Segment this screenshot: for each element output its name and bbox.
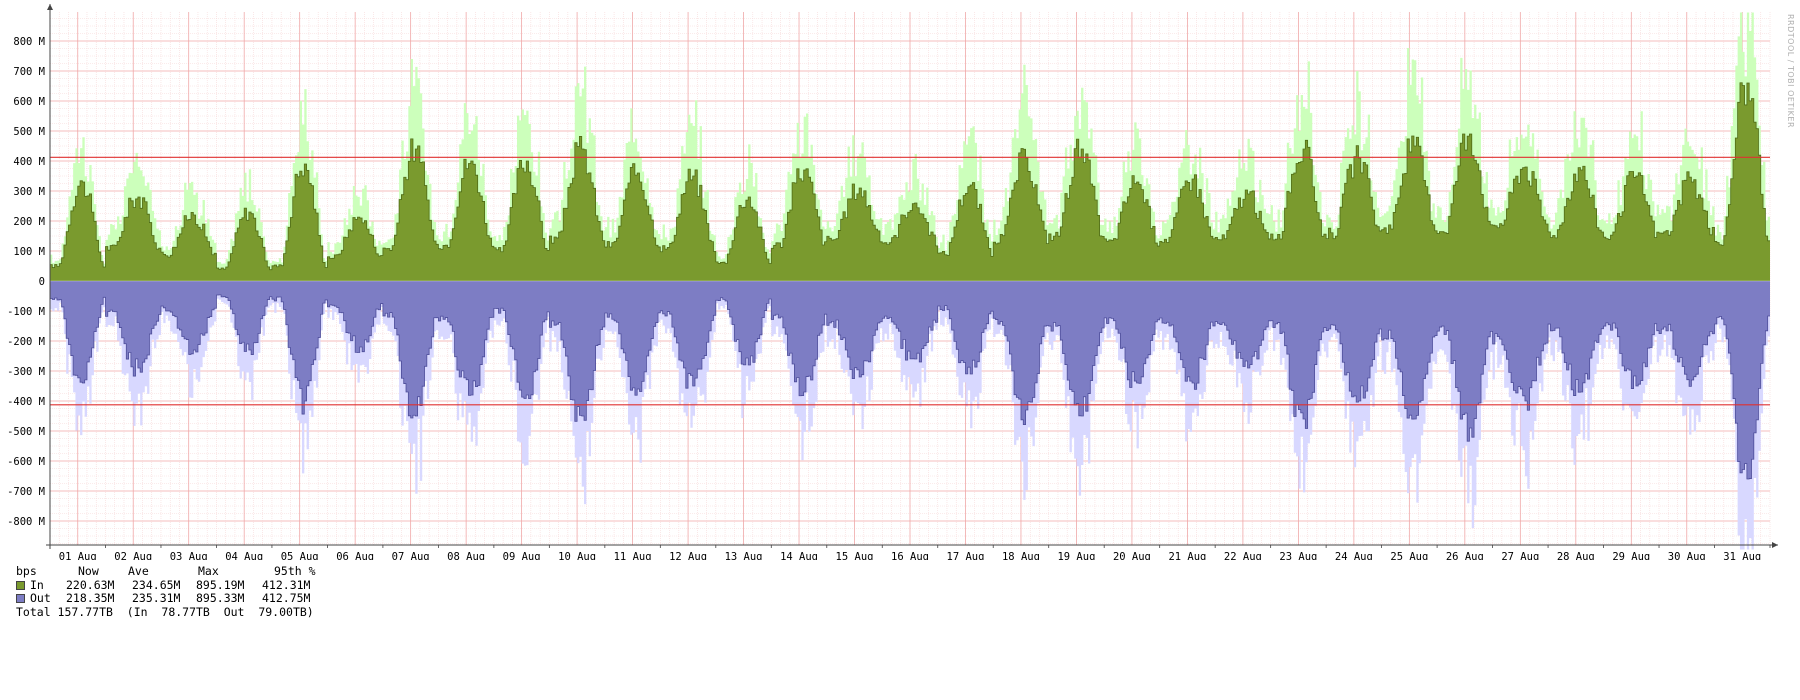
legend-in-max: 895.19M (196, 577, 245, 592)
x-tick-label: 28 Aug (1557, 551, 1595, 560)
x-tick-label: 13 Aug (725, 551, 763, 560)
x-tick-label: 16 Aug (891, 551, 929, 560)
legend-total: Total 157.77TB (In 78.77TB Out 79.00TB) (16, 604, 314, 619)
legend-in-row: In 220.63M 234.65M 895.19M 412.31M (16, 577, 310, 593)
rrdtool-watermark: RRDTOOL / TOBI OETIKER (1786, 14, 1795, 129)
y-tick-label: 100 M (13, 246, 45, 258)
legend-out-now: 218.35M (66, 591, 115, 605)
x-tick-label: 18 Aug (1002, 551, 1040, 560)
y-tick-label: -500 M (7, 426, 45, 438)
x-tick-label: 24 Aug (1335, 551, 1373, 560)
y-tick-label: -100 M (7, 306, 45, 318)
out-avg-series (50, 281, 1770, 479)
y-tick-label: -700 M (7, 486, 45, 498)
x-tick-label: 25 Aug (1390, 551, 1428, 560)
y-tick-label: -400 M (7, 396, 45, 408)
y-tick-label: 500 M (13, 126, 45, 138)
y-tick-label: 400 M (13, 156, 45, 168)
y-tick-label: -800 M (7, 516, 45, 528)
in-swatch (16, 580, 25, 590)
traffic-chart: 800 M 700 M 600 M 500 M 400 M 300 M 200 M 100 M… (7, 4, 1778, 560)
legend-in-ave: 234.65M (132, 577, 181, 592)
x-tick-label: 10 Aug (558, 551, 596, 560)
legend-ave-header: Ave (128, 564, 149, 578)
x-tick-label: 03 Aug (170, 551, 208, 560)
x-tick-label: 26 Aug (1446, 551, 1484, 560)
x-tick-label: 02 Aug (114, 551, 152, 560)
x-tick-label: 14 Aug (780, 551, 818, 560)
x-tick-label: 07 Aug (392, 551, 430, 560)
legend-out-label: Out (30, 591, 51, 605)
x-tick-label: 01 Aug (59, 551, 97, 560)
x-tick-label: 17 Aug (947, 551, 985, 560)
out-swatch (16, 594, 25, 603)
y-tick-label: -300 M (7, 366, 45, 378)
y-tick-label: 0 (39, 276, 45, 288)
legend-header-row: bps Now Ave Max 95th % (16, 564, 316, 579)
x-tick-label: 08 Aug (447, 551, 485, 560)
y-tick-labels: 800 M 700 M 600 M 500 M 400 M 300 M 200 M 100 M… (7, 36, 45, 528)
x-tick-label: 06 Aug (336, 551, 374, 560)
x-tick-label: 09 Aug (503, 551, 541, 560)
x-tick-label: 31 Aug (1723, 551, 1761, 560)
legend-p95-header: 95th % (274, 564, 316, 578)
y-axis-arrow (47, 4, 53, 10)
in-avg-series (50, 82, 1770, 281)
legend-in-p95: 412.31M (262, 577, 311, 592)
y-tick-label: 700 M (13, 66, 45, 78)
out-avg-area (50, 281, 1770, 480)
x-tick-label: 15 Aug (836, 551, 874, 560)
legend-in-label: In (30, 577, 44, 592)
x-tick-label: 29 Aug (1612, 551, 1650, 560)
x-tick-label: 12 Aug (669, 551, 707, 560)
percentile-lines (50, 156, 1770, 406)
y-tick-label: -600 M (7, 456, 45, 468)
axes (46, 4, 1778, 549)
in-avg-area (50, 82, 1770, 281)
legend-out-ave: 235.31M (132, 591, 181, 605)
x-tick-labels: 01 Aug 02 Aug 03 Aug 04 Aug 05 Aug 06 Aug 07 A… (59, 551, 1761, 560)
legend-now-header: Now (78, 564, 99, 578)
out-avg-outline (50, 294, 1770, 480)
x-tick-label: 27 Aug (1501, 551, 1539, 560)
y-tick-label: 200 M (13, 216, 45, 228)
x-tick-label: 20 Aug (1113, 551, 1151, 560)
legend-out-max: 895.33M (196, 591, 245, 605)
x-tick-label: 21 Aug (1168, 551, 1206, 560)
y-tick-label: 600 M (13, 96, 45, 108)
x-axis-arrow (1772, 542, 1778, 548)
in-avg-outline (50, 82, 1770, 271)
x-tick-label: 23 Aug (1279, 551, 1317, 560)
x-tick-label: 22 Aug (1224, 551, 1262, 560)
x-tick-label: 11 Aug (614, 551, 652, 560)
x-tick-label: 05 Aug (281, 551, 319, 560)
legend-unit: bps (16, 564, 37, 578)
legend: bps Now Ave Max 95th % In 220.63M 234.65… (16, 564, 316, 620)
x-tick-label: 04 Aug (225, 551, 263, 560)
legend-in-now: 220.63M (66, 577, 115, 592)
x-tick-label: 19 Aug (1057, 551, 1095, 560)
legend-max-header: Max (198, 564, 219, 578)
y-tick-label: -200 M (7, 336, 45, 348)
legend-total-row: Total 157.77TB (In 78.77TB Out 79.00TB) (16, 605, 314, 620)
legend-out-row: Out 218.35M 235.31M 895.33M 412.75M (16, 591, 310, 606)
y-tick-label: 800 M (13, 36, 45, 48)
legend-out-p95: 412.75M (262, 591, 311, 605)
x-tick-label: 30 Aug (1668, 551, 1706, 560)
y-tick-label: 300 M (13, 186, 45, 198)
